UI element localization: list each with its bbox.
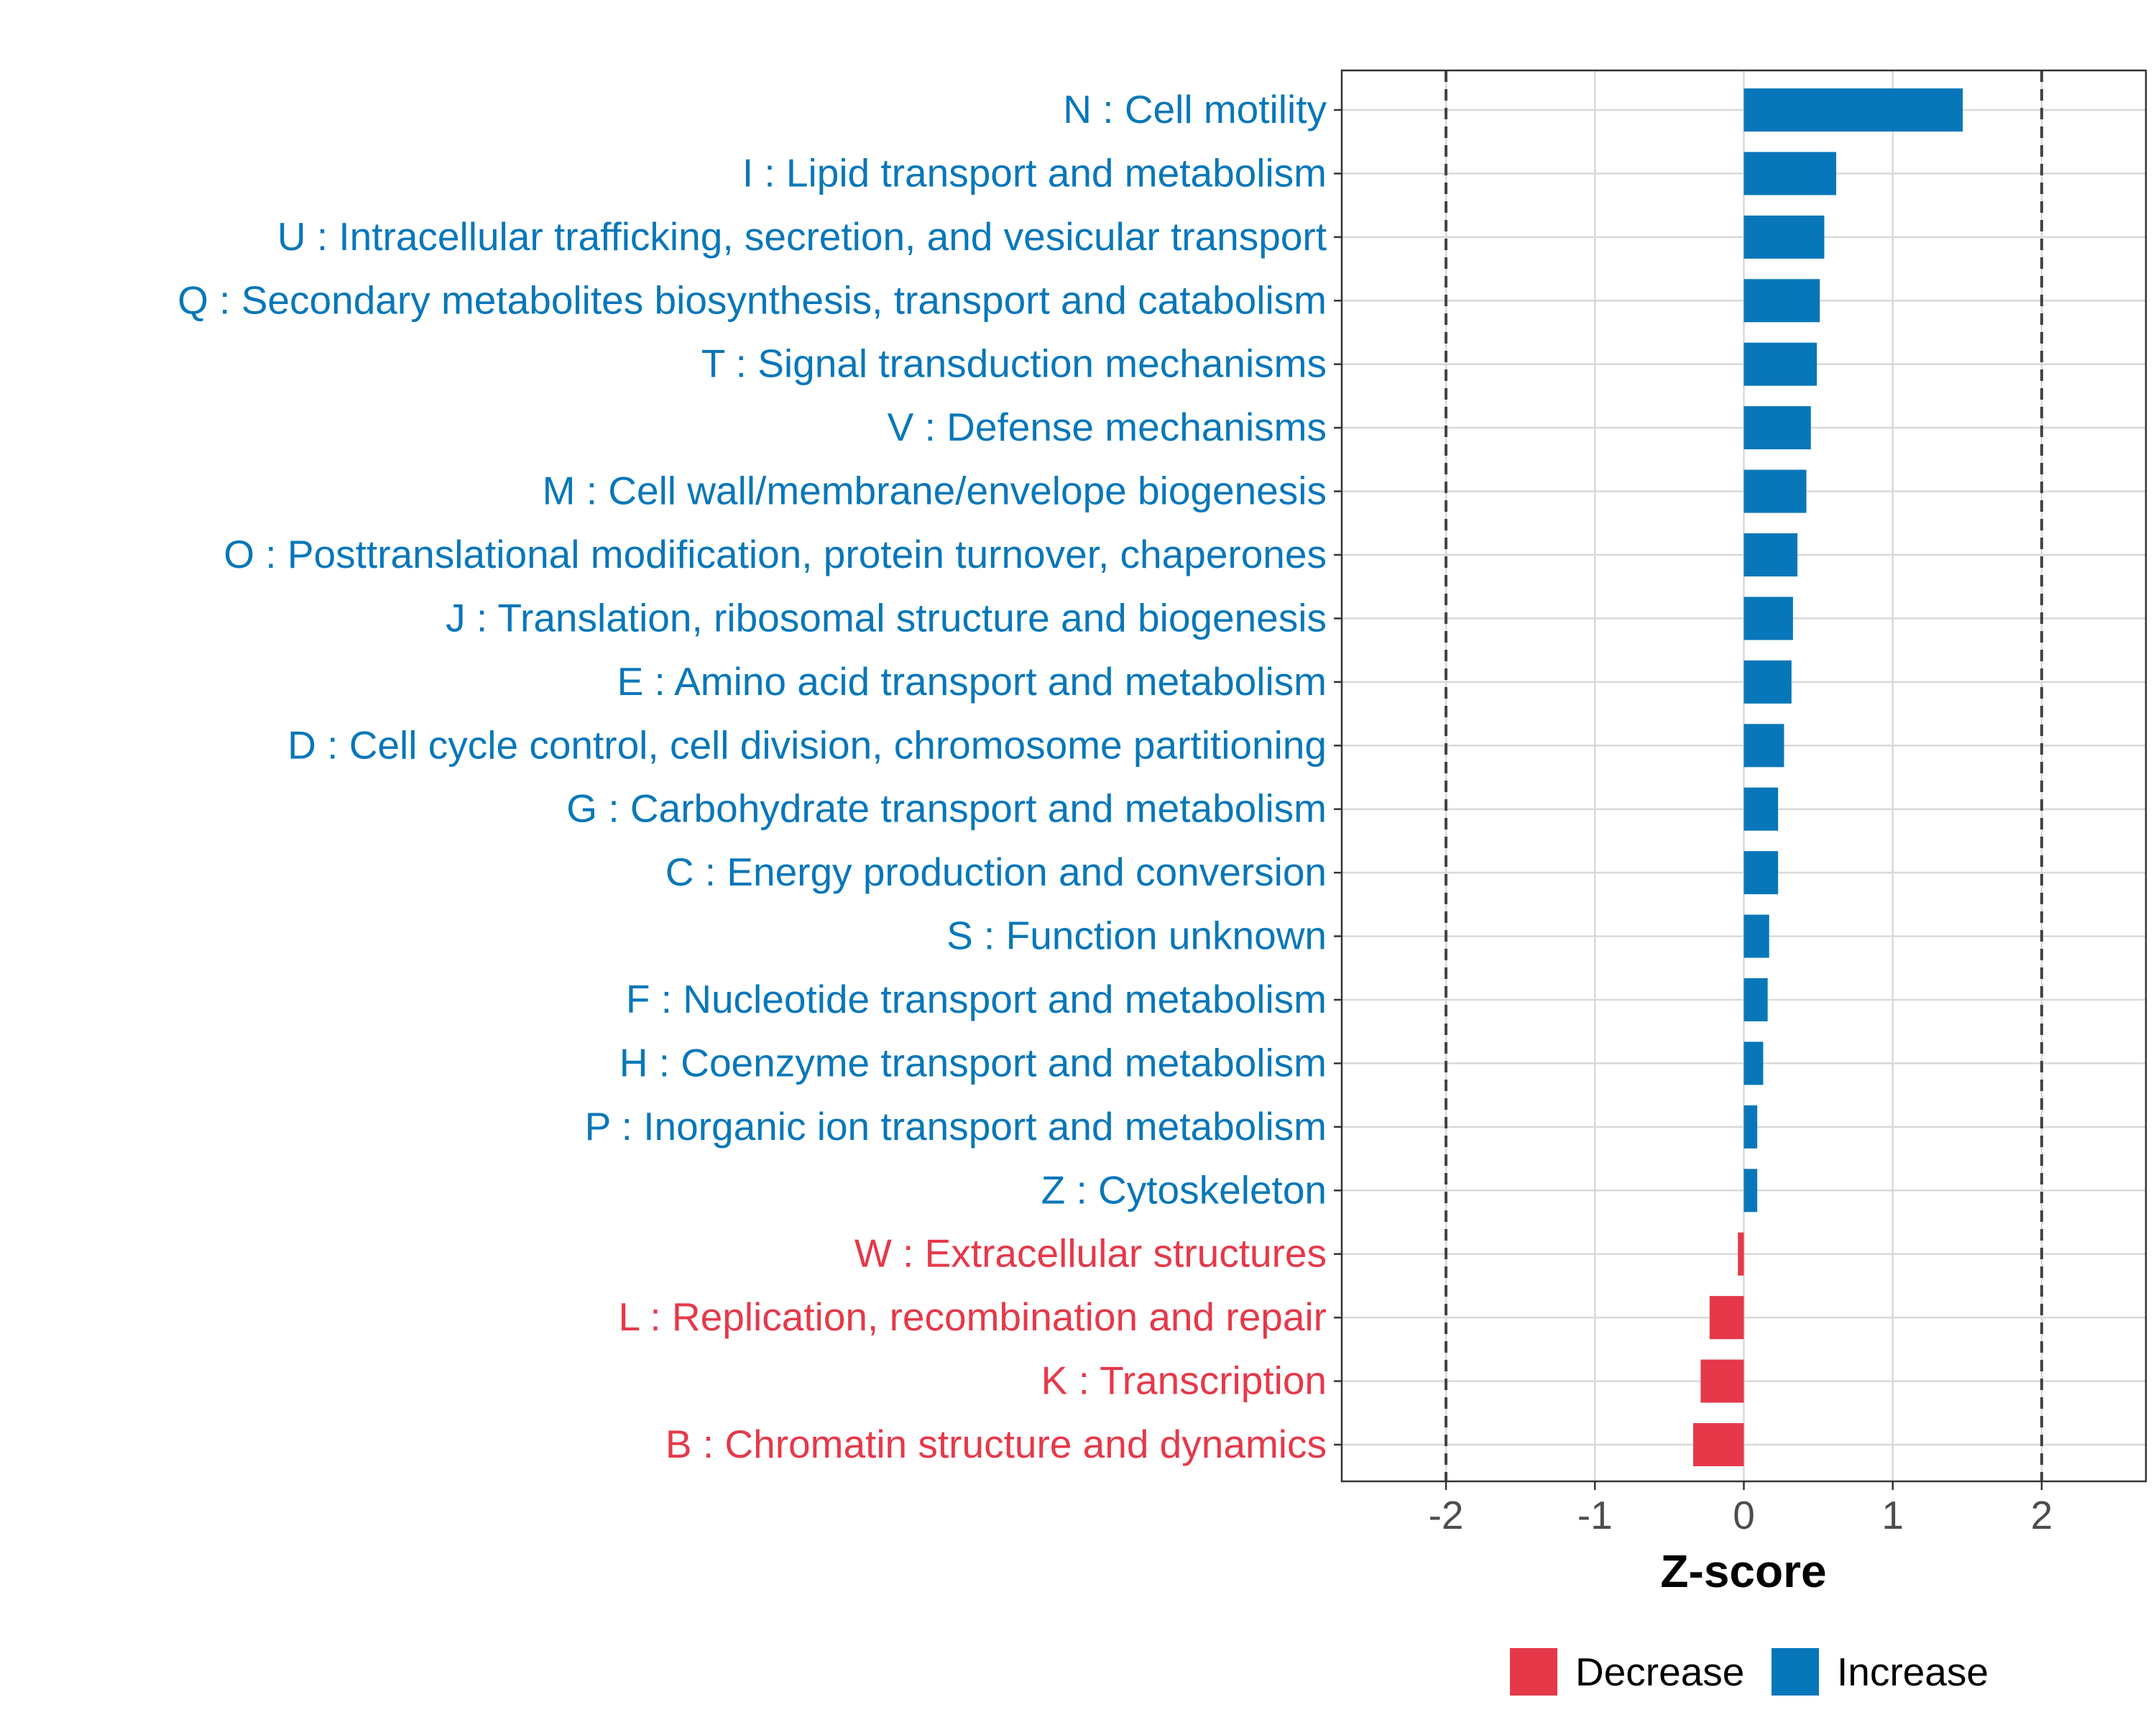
category-label: V : Defense mechanisms (888, 405, 1327, 449)
bar (1743, 342, 1818, 386)
bar (1743, 914, 1769, 958)
bar (1743, 660, 1792, 704)
category-label: B : Chromatin structure and dynamics (665, 1422, 1327, 1466)
category-label: J : Translation, ribosomal structure and… (446, 595, 1327, 640)
category-label: I : Lipid transport and metabolism (742, 150, 1327, 195)
reference-lines (1445, 70, 2043, 1481)
bars (1693, 88, 1963, 1466)
bar (1743, 406, 1811, 450)
bar (1743, 88, 1963, 132)
x-tick-label: 1 (1881, 1493, 1904, 1537)
category-label: G : Carbohydrate transport and metabolis… (566, 786, 1327, 831)
category-label: H : Coenzyme transport and metabolism (619, 1040, 1327, 1085)
category-label: K : Transcription (1041, 1358, 1327, 1403)
category-label: D : Cell cycle control, cell division, c… (287, 722, 1327, 767)
x-tick-label: 2 (2031, 1493, 2053, 1537)
bar (1743, 215, 1825, 259)
category-label: P : Inorganic ion transport and metaboli… (585, 1104, 1327, 1149)
x-ticks: -2 -1 0 1 2 (1429, 1481, 2053, 1537)
bar (1743, 724, 1784, 768)
bar (1743, 533, 1798, 576)
legend-label: Decrease (1575, 1650, 1744, 1694)
x-axis-title: Z-score (1660, 1545, 1826, 1597)
bar (1743, 851, 1779, 895)
legend-swatch (1772, 1648, 1819, 1696)
category-labels: N : Cell motility I : Lipid transport and… (178, 87, 1327, 1466)
bar (1743, 1169, 1758, 1213)
bar (1743, 1105, 1758, 1149)
category-label: E : Amino acid transport and metabolism (617, 659, 1327, 704)
category-label: Z : Cytoskeleton (1041, 1167, 1327, 1212)
category-label: L : Replication, recombination and repai… (619, 1294, 1327, 1339)
category-label: S : Function unknown (946, 914, 1327, 958)
category-label: C : Energy production and conversion (665, 850, 1327, 894)
x-tick-label: -2 (1429, 1493, 1464, 1537)
bar (1709, 1296, 1744, 1340)
legend: Decrease Increase (1510, 1648, 1989, 1696)
bar (1693, 1423, 1744, 1466)
bar (1700, 1359, 1744, 1403)
x-tick-label: 0 (1733, 1493, 1755, 1537)
legend-label: Increase (1837, 1650, 1989, 1694)
category-label: M : Cell wall/membrane/envelope biogenes… (543, 469, 1327, 513)
category-label: U : Intracellular trafficking, secretion… (277, 214, 1327, 259)
bar (1738, 1232, 1744, 1276)
bar (1743, 469, 1807, 513)
category-label: T : Signal transduction mechanisms (701, 341, 1327, 386)
category-label: W : Extracellular structures (854, 1231, 1327, 1276)
bar (1743, 978, 1768, 1021)
category-label: Q : Secondary metabolites biosynthesis, … (178, 277, 1327, 322)
bar (1743, 787, 1779, 831)
category-label: F : Nucleotide transport and metabolism (626, 977, 1327, 1021)
bar (1743, 152, 1836, 196)
category-label: O : Posttranslational modification, prot… (224, 532, 1327, 576)
bar (1743, 1041, 1764, 1085)
legend-swatch (1510, 1648, 1557, 1696)
category-label: N : Cell motility (1063, 87, 1327, 132)
bar (1743, 279, 1820, 323)
y-ticks (1334, 109, 1342, 1446)
bar (1743, 597, 1793, 640)
x-tick-label: -1 (1577, 1493, 1613, 1537)
